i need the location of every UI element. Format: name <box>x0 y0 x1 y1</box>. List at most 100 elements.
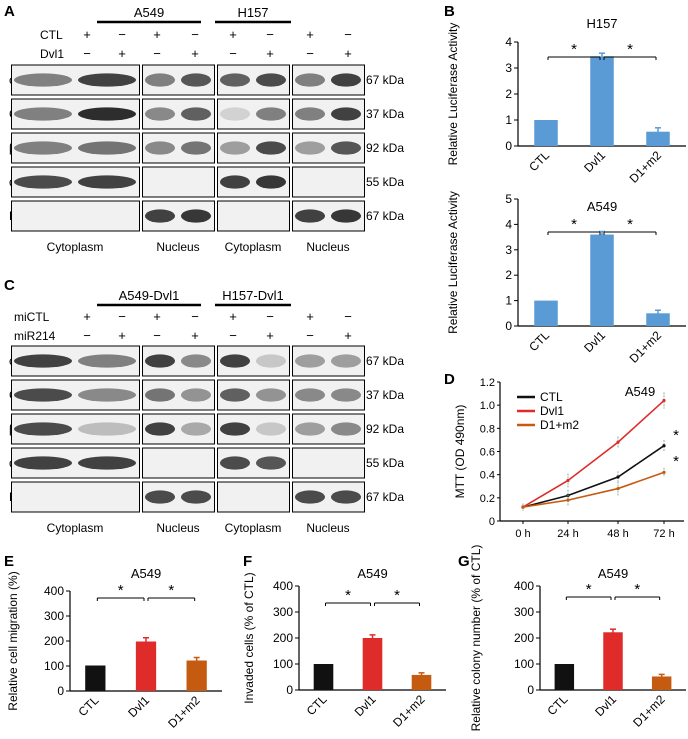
panel-letter: F <box>243 553 252 570</box>
blot-band <box>256 141 286 155</box>
treatment-sign: + <box>191 46 199 61</box>
treatment-label: CTL <box>40 28 63 42</box>
y-tick-label: 400 <box>514 579 534 593</box>
x-tick-label: 24 h <box>557 528 578 540</box>
blot-band <box>331 107 361 121</box>
blot-band <box>331 209 361 223</box>
y-tick-label: 300 <box>514 605 534 619</box>
significance-star: * <box>571 41 577 58</box>
blot-band <box>220 73 250 87</box>
fraction-label: Nucleus <box>156 521 199 535</box>
treatment-sign: − <box>191 27 199 42</box>
blot-band <box>14 456 72 470</box>
bar <box>313 664 334 690</box>
blot-box <box>142 447 215 479</box>
blot-band <box>145 354 175 368</box>
blot-band <box>220 175 250 189</box>
y-tick-label: 1 <box>505 113 512 127</box>
chart-title: A549 <box>598 566 628 581</box>
blot-box <box>142 413 215 445</box>
significance-star: * <box>586 581 592 598</box>
blot-band <box>256 73 286 87</box>
treatment-sign: + <box>153 309 161 324</box>
chart-title: A549 <box>357 566 387 581</box>
kda-label: 92 kDa <box>366 422 404 436</box>
blot-band <box>220 456 250 470</box>
blot-band <box>331 422 361 436</box>
blot-band <box>295 209 325 223</box>
y-tick-label: 400 <box>273 579 293 593</box>
fraction-label: Nucleus <box>306 521 349 535</box>
kda-label: 67 kDa <box>366 73 404 87</box>
treatment-sign: − <box>266 27 274 42</box>
x-tick-label: D1+m2 <box>165 693 203 731</box>
y-tick-label: 0.6 <box>480 447 495 459</box>
data-point <box>662 398 666 403</box>
group-label: A549 <box>134 5 164 20</box>
y-tick-label: 300 <box>273 605 293 619</box>
x-tick-label: Dvl1 <box>581 328 608 355</box>
x-tick-label: CTL <box>304 692 330 718</box>
y-axis-label: Relative colony number (% of CTL) <box>469 545 483 732</box>
blot-band <box>331 490 361 504</box>
treatment-sign: − <box>83 328 91 343</box>
x-tick-label: 48 h <box>607 528 628 540</box>
panel-letter: A <box>4 3 15 20</box>
y-tick-label: 400 <box>44 584 64 598</box>
blot-band <box>256 456 286 470</box>
chart-title: A549 <box>625 384 655 399</box>
invasion-bar-chart: F A549 0 100 200 300 400 Invaded cells (% of CT… <box>242 553 446 730</box>
blot-band <box>331 388 361 402</box>
treatment-sign: − <box>229 46 237 61</box>
y-tick-label: 3 <box>505 243 512 257</box>
legend-label: D1+m2 <box>540 418 579 432</box>
blot-band <box>256 107 286 121</box>
y-axis-label: MTT (OD 490nm) <box>453 405 467 499</box>
y-tick-label: 3 <box>505 61 512 75</box>
blot-band <box>256 422 286 436</box>
x-tick-label: 72 h <box>653 528 674 540</box>
treatment-sign: − <box>118 27 126 42</box>
blot-band <box>295 141 325 155</box>
y-tick-label: 100 <box>273 657 293 671</box>
blot-band <box>145 388 175 402</box>
y-axis-label: Relative Luciferase Activity <box>446 191 460 334</box>
significance-star: * <box>571 216 577 233</box>
kda-label: 92 kDa <box>366 141 404 155</box>
chart-title: A549 <box>131 566 161 581</box>
blot-band <box>78 354 136 368</box>
bar <box>554 664 575 690</box>
blot-band <box>181 388 211 402</box>
significance-star: * <box>627 216 633 233</box>
y-tick-label: 2 <box>505 268 512 282</box>
x-tick-label: D1+m2 <box>390 692 428 730</box>
y-tick-label: 0 <box>489 516 495 528</box>
treatment-sign: − <box>229 328 237 343</box>
treatment-sign: − <box>191 309 199 324</box>
treatment-sign: − <box>344 27 352 42</box>
data-point <box>616 440 620 444</box>
significance-star: * <box>345 587 351 604</box>
treatment-sign: + <box>83 309 91 324</box>
annotation-star: * <box>673 453 679 470</box>
treatment-sign: + <box>306 309 314 324</box>
treatment-sign: − <box>153 328 161 343</box>
blot-band <box>295 73 325 87</box>
panel-letter: G <box>458 553 470 570</box>
blot-band <box>220 107 250 121</box>
blot-band <box>295 490 325 504</box>
treatment-sign: + <box>191 328 199 343</box>
y-tick-label: 0.2 <box>480 493 495 505</box>
bar <box>362 638 383 690</box>
blot-box <box>292 166 365 198</box>
x-tick-label: Dvl1 <box>581 148 608 175</box>
blot-band <box>14 107 72 121</box>
fraction-label: Nucleus <box>156 240 199 254</box>
x-tick-label: CTL <box>526 148 552 174</box>
blot-band <box>220 422 250 436</box>
blot-band <box>145 490 175 504</box>
mtt-line-chart: D A549 0 0.2 0.4 0.6 0.8 1.0 1.2 MTT (OD 490nm) 0 … <box>444 371 684 540</box>
blot-band <box>331 73 361 87</box>
kda-label: 67 kDa <box>366 490 404 504</box>
y-tick-label: 0 <box>527 683 534 697</box>
